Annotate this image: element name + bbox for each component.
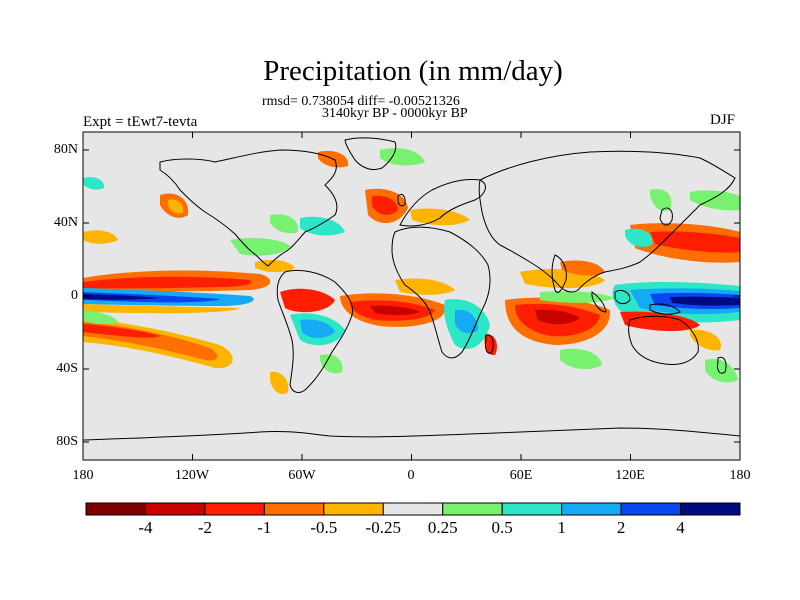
anomaly-region-indian-ocean-core: [535, 309, 580, 325]
coast-new-zealand: [717, 356, 727, 374]
coast-north-america: [159, 149, 338, 267]
coast-uk: [397, 193, 406, 207]
anomaly-region-south-pacific-wet: [83, 310, 118, 325]
anomaly-region-kuroshio: [650, 189, 672, 211]
colorbar-label: -0.25: [365, 518, 401, 537]
anomaly-region-south-indian-wet: [560, 348, 602, 370]
coast-sumatra: [591, 291, 607, 313]
anomaly-region-bering: [83, 177, 105, 190]
anomaly-region-ne-pacific-core: [168, 199, 184, 214]
anomaly-region-north-america-east: [270, 214, 299, 234]
anomaly-region-brazil-wet: [300, 319, 335, 338]
lon-label-120w: 120W: [174, 468, 210, 483]
anomaly-region-indian-equator-wet: [540, 291, 615, 303]
anomaly-region-amazon-dry: [280, 288, 335, 313]
colorbar-swatch: [561, 502, 622, 516]
lat-label-80s: 80S: [56, 434, 78, 449]
colorbar-label: -0.5: [310, 518, 338, 537]
anomaly-region-pacific-dry-north: [83, 276, 252, 289]
precip-anomaly-field: [83, 148, 740, 395]
coast-madagascar: [485, 334, 494, 354]
anomaly-region-warm-pool-core: [670, 296, 740, 306]
anomaly-region-pacific-dry-south: [83, 304, 240, 314]
season-label: DJF: [710, 112, 736, 128]
colorbar-label: 2: [616, 518, 626, 537]
anomaly-region-madagascar: [484, 334, 497, 356]
colorbar-swatch: [144, 502, 206, 516]
anomaly-region-west-africa: [395, 278, 455, 295]
anomaly-region-australia-east: [690, 329, 721, 351]
colorbar-swatch: [382, 502, 444, 516]
axis-ticks: [82, 132, 741, 460]
anomaly-region-southeast-brazil: [320, 354, 343, 374]
anomaly-region-south-atlantic: [270, 371, 289, 395]
lat-label-0: 0: [71, 288, 78, 303]
colorbar: [85, 502, 741, 516]
anomaly-region-nw-pacific-dry: [650, 231, 740, 253]
coast-south-america: [276, 269, 354, 393]
colorbar-swatch: [620, 502, 682, 516]
lon-label-180e: 180: [729, 468, 751, 483]
anomaly-region-north-atlantic-core: [372, 195, 398, 215]
anomaly-region-pacific-wet-max: [83, 294, 160, 300]
colorbar-label: 4: [676, 518, 685, 537]
anomaly-region-spcz-core: [83, 324, 160, 338]
anomaly-region-east-asia-wet: [625, 228, 653, 247]
anomaly-region-bay-of-bengal: [560, 260, 605, 276]
coast-japan: [659, 207, 673, 226]
colorbar-swatch: [204, 502, 265, 516]
anomaly-region-north-pacific-wet: [690, 190, 740, 211]
lon-label-60w: 60W: [288, 468, 316, 483]
stats-line: rmsd= 0.738054 diff= -0.00521326: [262, 94, 460, 109]
colorbar-swatch: [442, 502, 503, 516]
lon-label-60e: 60E: [509, 468, 533, 483]
coast-greenland: [344, 137, 397, 171]
coast-india: [551, 254, 567, 293]
lat-label-40n: 40N: [53, 215, 78, 230]
coast-antarctica: [83, 427, 740, 441]
lon-label-120e: 120E: [615, 468, 645, 483]
colorbar-label: -1: [257, 518, 272, 537]
colorbar-swatch: [323, 502, 384, 516]
anomaly-region-atlantic-core: [370, 305, 420, 316]
lon-label-180w: 180: [72, 468, 94, 483]
colorbar-label: 0.5: [491, 518, 513, 537]
lat-label-40s: 40S: [56, 361, 78, 376]
colorbar-label: -2: [197, 518, 212, 537]
coast-borneo: [614, 289, 631, 305]
coastlines: [83, 137, 740, 441]
anomaly-region-tasman: [705, 358, 738, 383]
anomaly-region-pacific-wet-deep: [83, 292, 220, 303]
colorbar-swatch: [263, 502, 325, 516]
anomaly-region-central-america: [230, 238, 290, 256]
period-line: 3140kyr BP - 0000kyr BP: [322, 106, 468, 121]
lon-label-0: 0: [407, 468, 415, 483]
coast-asia: [478, 150, 736, 293]
coast-europe: [399, 179, 486, 227]
anomaly-region-hawaii-dry: [83, 230, 118, 244]
coast-new-guinea: [649, 303, 681, 315]
colorbar-label: 1: [557, 518, 566, 537]
colorbar-swatch: [85, 502, 146, 516]
colorbar-label: -4: [138, 518, 153, 537]
colorbar-swatch: [680, 502, 741, 516]
coast-africa: [391, 226, 491, 359]
experiment-label: Expt = tEwt7-tevta: [83, 114, 198, 130]
anomaly-region-east-africa-core: [455, 309, 478, 334]
lat-label-80n: 80N: [53, 142, 78, 157]
coast-australia: [628, 315, 699, 365]
figure-title: Precipitation (in mm/day): [263, 55, 563, 87]
anomaly-region-greenland-sea: [380, 148, 425, 166]
anomaly-region-mediterranean: [410, 208, 470, 226]
colorbar-label: 0.25: [427, 518, 458, 537]
colorbar-swatch: [501, 502, 563, 516]
anomaly-region-australia-north: [620, 311, 700, 332]
anomaly-region-gulf-wet: [300, 216, 345, 236]
